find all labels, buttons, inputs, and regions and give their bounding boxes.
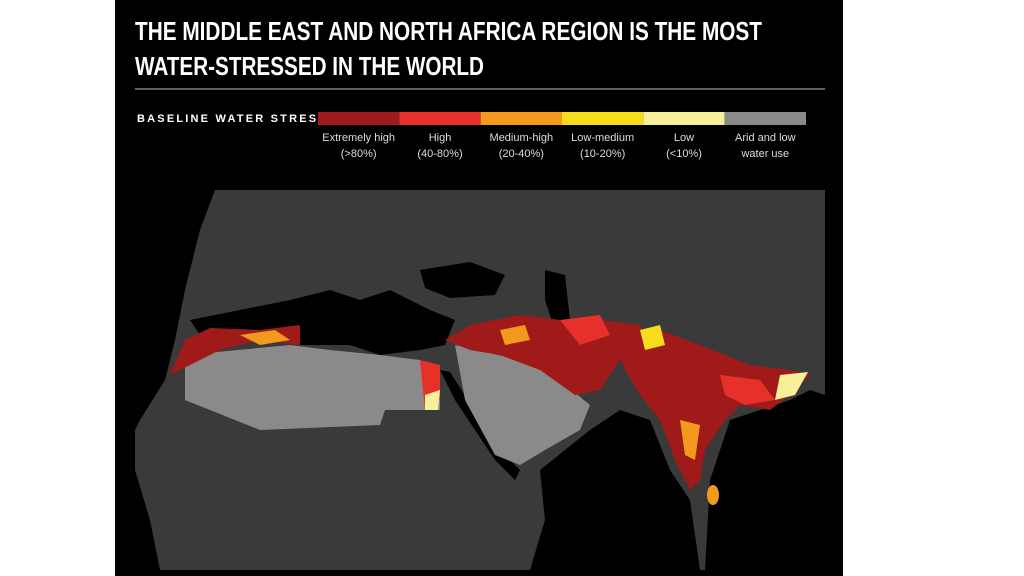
- legend-range: (<10%): [666, 148, 702, 160]
- legend-swatch: [399, 112, 481, 125]
- legend: Extremely high (>80%) High (40-80%) Medium-h…: [318, 112, 806, 160]
- legend-label: Arid and low: [735, 132, 796, 144]
- legend-title: BASELINE WATER STRESS: [137, 113, 328, 125]
- title-line: WATER-STRESSED IN THE WORLD: [135, 51, 484, 81]
- legend-range: (>80%): [341, 148, 377, 160]
- stress-patch: [500, 325, 530, 345]
- legend-swatch: [318, 112, 400, 125]
- legend-label: Low: [674, 132, 694, 144]
- legend-range: (40-80%): [417, 148, 462, 160]
- stress-south-asia: [610, 330, 810, 490]
- legend-range: water use: [740, 148, 789, 160]
- stress-patch: [775, 372, 808, 400]
- mediterranean: [190, 290, 455, 355]
- legend-label: Extremely high: [322, 132, 395, 144]
- title-line: THE MIDDLE EAST AND NORTH AFRICA REGION …: [135, 16, 762, 46]
- legend-swatch: [724, 112, 806, 125]
- legend-swatch: [480, 112, 562, 125]
- atlantic: [135, 190, 215, 430]
- arid-arabia: [455, 345, 590, 465]
- arabian-sea: [530, 410, 700, 570]
- stress-patch: [560, 315, 610, 345]
- legend-range: (10-20%): [580, 148, 625, 160]
- sea: [135, 470, 160, 570]
- legend-label: Low-medium: [571, 132, 634, 144]
- legend-label: Medium-high: [490, 132, 554, 144]
- legend-range: (20-40%): [499, 148, 544, 160]
- stress-patch: [240, 330, 290, 345]
- legend-swatch: [562, 112, 644, 125]
- legend-label: High: [429, 132, 452, 144]
- legend-swatch: [643, 112, 725, 125]
- bay-of-bengal: [705, 390, 825, 570]
- arid-north-africa: [185, 345, 440, 430]
- caspian: [545, 270, 570, 330]
- sri-lanka: [707, 485, 719, 505]
- stress-patch: [720, 375, 775, 405]
- black-sea: [420, 262, 505, 298]
- map: [135, 190, 825, 570]
- stress-patch: [425, 390, 440, 410]
- stress-patch: [640, 325, 665, 350]
- stress-patch: [680, 420, 700, 460]
